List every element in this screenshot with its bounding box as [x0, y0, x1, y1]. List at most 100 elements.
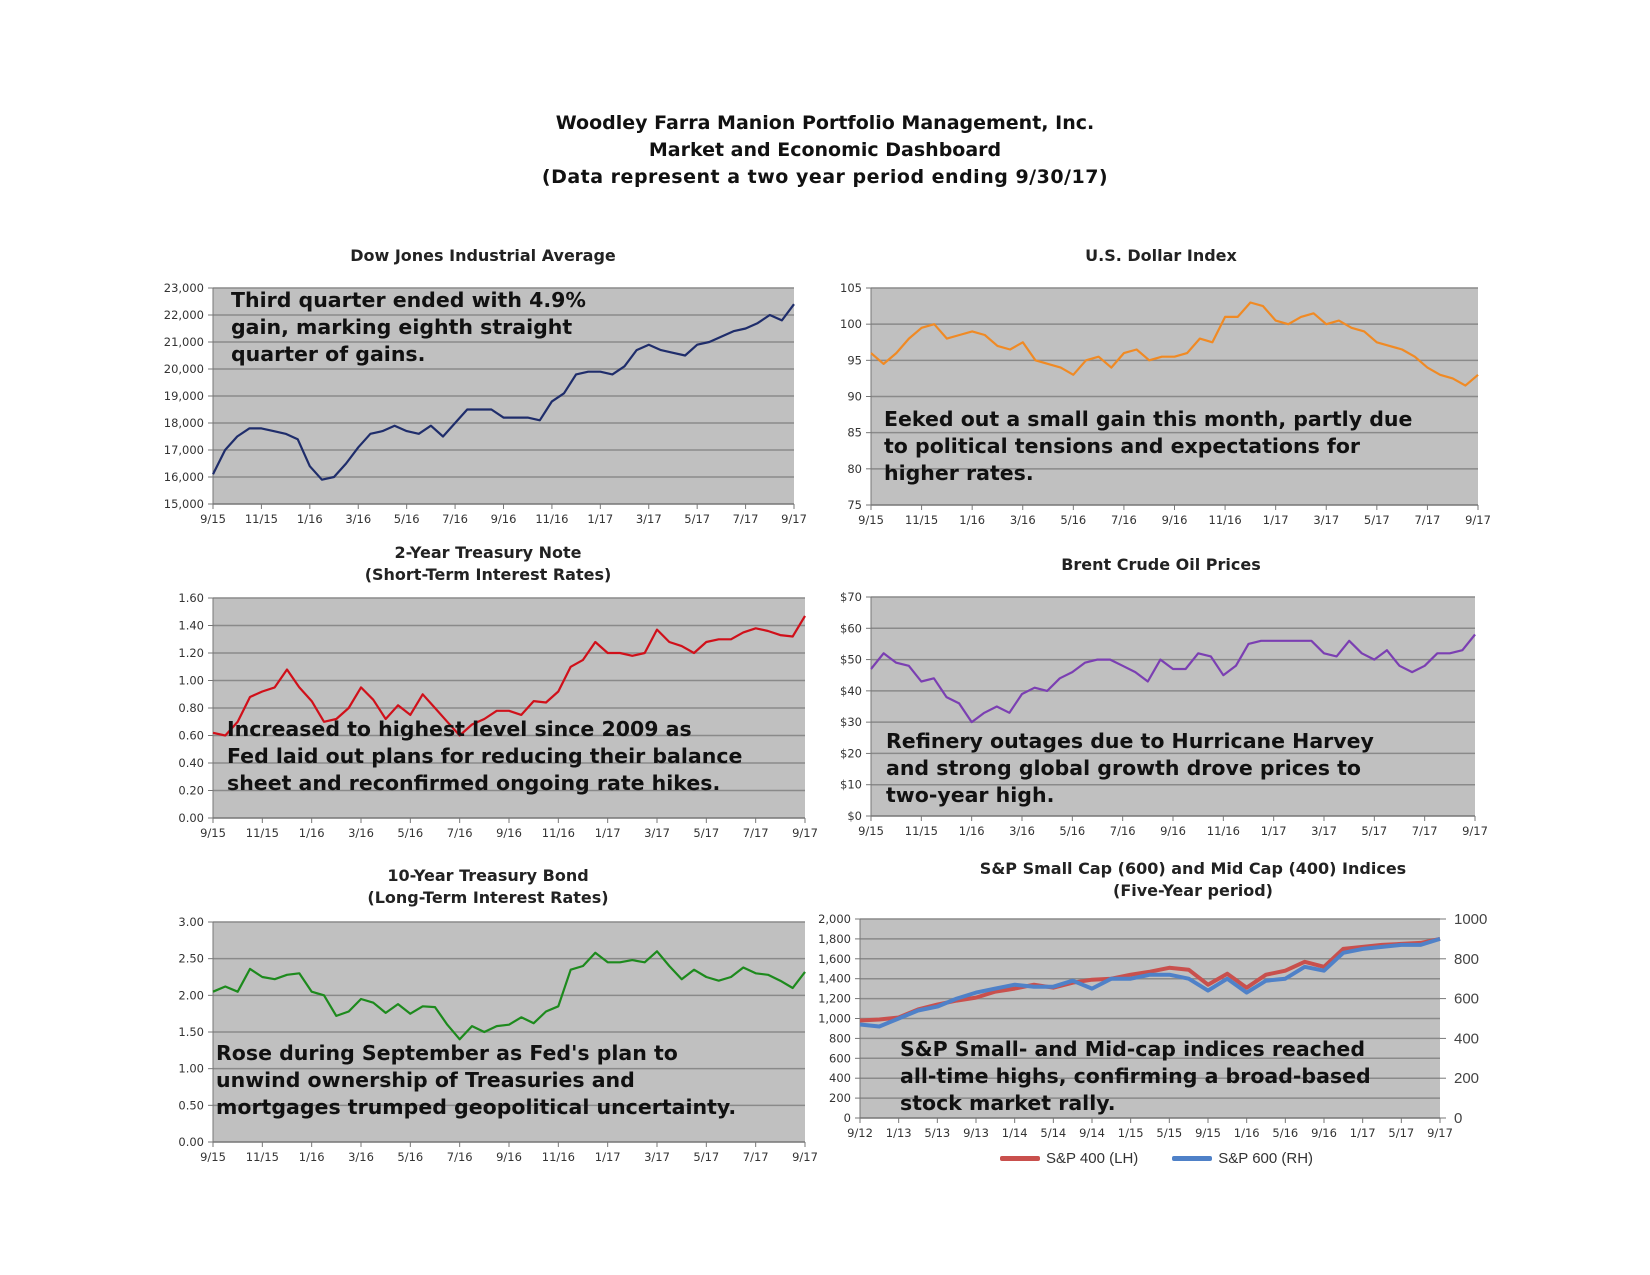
dollar-y-tick-label: 105 — [840, 281, 862, 295]
oil-series-line-0 — [870, 633, 1476, 724]
t10-y-tick-label: 3.00 — [178, 915, 204, 929]
dollar-series-line-0 — [870, 301, 1479, 387]
t10-annotation-line: unwind ownership of Treasuries and — [216, 1068, 635, 1092]
oil-y-tick-label: $40 — [840, 684, 862, 698]
sp-subtitle-line: (Five-Year period) — [1113, 881, 1273, 900]
t10-x-tick-label: 5/17 — [693, 1150, 719, 1164]
dow-chart: 15,000 16,000 17,000 18,000 19,000 20,000 21,0… — [164, 281, 807, 526]
t2-x-tick-label: 1/17 — [595, 826, 621, 840]
dollar-chart-title: U.S. Dollar Index — [1085, 246, 1237, 265]
sp-y-tick-label: 200 — [829, 1091, 851, 1105]
oil-y-tick-label: $50 — [840, 653, 862, 667]
sp-y-tick-label: 1,000 — [818, 1012, 851, 1026]
dollar-annotation-line: Eeked out a small gain this month, partl… — [884, 407, 1413, 431]
t2-title-line: 2-Year Treasury Note — [394, 543, 582, 562]
sp-x-tick-label: 1/16 — [1234, 1126, 1260, 1140]
t2-y-tick-label: 1.40 — [178, 619, 204, 633]
sp-x-tick-label: 9/16 — [1311, 1126, 1337, 1140]
dollar-x-tick-label: 1/16 — [959, 513, 985, 527]
t2-x-tick-label: 5/17 — [693, 826, 719, 840]
sp-legend: S&P 400 (LH) S&P 600 (RH) — [1000, 1150, 1313, 1167]
sp-x-tick-label: 9/15 — [1195, 1126, 1221, 1140]
oil-x-tick-label: 9/17 — [1462, 824, 1488, 838]
sp-y-tick-label: 2,000 — [818, 912, 851, 926]
t2-y-tick-label: 1.20 — [178, 646, 204, 660]
dollar-y-tick-label: 100 — [840, 317, 862, 331]
dow-y-tick-label: 16,000 — [164, 470, 204, 484]
dow-x-tick-label: 5/17 — [684, 512, 710, 526]
sp-y-right-tick-label: 0 — [1454, 1110, 1462, 1127]
dow-y-tick-label: 17,000 — [164, 443, 204, 457]
dow-y-tick-label: 18,000 — [164, 416, 204, 430]
t10-y-tick-label: 2.50 — [178, 952, 204, 966]
legend-swatch-sp600 — [1172, 1156, 1213, 1161]
sp-x-tick-label: 1/13 — [886, 1126, 912, 1140]
t10-annotation-line: mortgages trumped geopolitical uncertain… — [216, 1095, 737, 1119]
dow-x-tick-label: 7/17 — [733, 512, 759, 526]
t10-y-tick-label: 0.50 — [178, 1098, 204, 1112]
t10-annotation-line: Rose during September as Fed's plan to — [216, 1041, 678, 1065]
dow-x-tick-label: 1/16 — [297, 512, 323, 526]
sp-x-tick-label: 5/14 — [1040, 1126, 1066, 1140]
t2-x-tick-label: 3/16 — [348, 826, 374, 840]
dow-x-tick-label: 9/16 — [491, 512, 517, 526]
sp-x-tick-label: 1/15 — [1118, 1126, 1144, 1140]
t2-y-tick-label: 1.60 — [178, 591, 204, 605]
t2-x-tick-label: 7/17 — [743, 826, 769, 840]
t2-x-tick-label: 3/17 — [644, 826, 670, 840]
t10-chart: 0.00 0.50 1.00 1.50 2.00 2.50 3.00 9/15 11/15 1/1… — [178, 915, 818, 1164]
dollar-annotation-line: higher rates. — [884, 461, 1034, 485]
t10-series-line-0 — [212, 950, 806, 1041]
sp-y-tick-label: 600 — [829, 1051, 851, 1065]
t10-x-tick-label: 7/16 — [447, 1150, 473, 1164]
dow-x-tick-label: 3/17 — [636, 512, 662, 526]
sp-chart: 0 200 400 600 800 1,000 1,200 1,400 1,600 1,800 2,… — [818, 911, 1487, 1140]
dow-y-tick-label: 23,000 — [164, 281, 204, 295]
dow-x-tick-label: 11/16 — [535, 512, 568, 526]
t2-x-tick-label: 9/17 — [792, 826, 818, 840]
sp-x-tick-label: 9/14 — [1079, 1126, 1105, 1140]
oil-x-tick-label: 7/17 — [1412, 824, 1438, 838]
sp-y-tick-label: 1,400 — [818, 972, 851, 986]
oil-x-tick-label: 11/15 — [905, 824, 938, 838]
t10-x-tick-label: 5/16 — [397, 1150, 423, 1164]
dow-annotation-line: Third quarter ended with 4.9% — [231, 288, 586, 312]
dollar-x-tick-label: 9/15 — [858, 513, 884, 527]
legend-swatch-sp400 — [1000, 1156, 1040, 1161]
sp-annotation-line: S&P Small- and Mid-cap indices reached — [900, 1037, 1365, 1061]
t10-y-tick-label: 2.00 — [178, 988, 204, 1002]
dollar-x-tick-label: 1/17 — [1263, 513, 1289, 527]
t10-x-tick-label: 7/17 — [743, 1150, 769, 1164]
oil-x-tick-label: 1/16 — [959, 824, 985, 838]
dollar-x-tick-label: 9/16 — [1162, 513, 1188, 527]
sp-x-tick-label: 1/17 — [1350, 1126, 1376, 1140]
oil-x-tick-label: 5/17 — [1361, 824, 1387, 838]
sp-annotation-line: stock market rally. — [900, 1091, 1116, 1115]
sp-y-tick-label: 1,200 — [818, 992, 851, 1006]
t2-x-tick-label: 9/15 — [200, 826, 226, 840]
t2-annotation-line: Increased to highest level since 2009 as — [227, 717, 692, 741]
legend-label-sp400: S&P 400 (LH) — [1046, 1150, 1139, 1167]
dollar-y-tick-label: 90 — [847, 390, 862, 404]
dow-x-tick-label: 7/16 — [442, 512, 468, 526]
dollar-x-tick-label: 11/16 — [1209, 513, 1242, 527]
oil-y-tick-label: $60 — [840, 621, 862, 635]
dow-chart-title: Dow Jones Industrial Average — [350, 246, 616, 265]
t2-series-line-0 — [212, 615, 806, 737]
report-period-note: (Data represent a two year period ending… — [541, 166, 1109, 188]
t10-y-tick-label: 0.00 — [178, 1135, 204, 1149]
dow-x-tick-label: 9/15 — [200, 512, 226, 526]
dollar-annotation: Eeked out a small gain this month, partl… — [884, 406, 1412, 487]
oil-annotation: Refinery outages due to Hurricane Harvey… — [886, 728, 1374, 809]
sp-y-tick-label: 0 — [844, 1111, 851, 1125]
oil-x-tick-label: 7/16 — [1110, 824, 1136, 838]
t10-chart-title: 10-Year Treasury Bond (Long-Term Interest… — [188, 865, 788, 909]
t2-chart-title: 2-Year Treasury Note (Short-Term Interest… — [188, 542, 788, 586]
t2-annotation: Increased to highest level since 2009 as… — [227, 716, 742, 797]
oil-y-tick-label: $10 — [840, 778, 862, 792]
dow-x-tick-label: 5/16 — [394, 512, 420, 526]
oil-chart-title: Brent Crude Oil Prices — [1061, 555, 1261, 574]
oil-chart: $0 $10 $20 $30 $40 $50 $60 $70 9/15 11/15 1/16 3/16… — [840, 590, 1488, 838]
dollar-chart: 75 80 85 90 95 100 105 9/15 11/15 1/16 3/16 5/16 7/1… — [840, 281, 1491, 527]
t10-x-tick-label: 11/15 — [246, 1150, 279, 1164]
